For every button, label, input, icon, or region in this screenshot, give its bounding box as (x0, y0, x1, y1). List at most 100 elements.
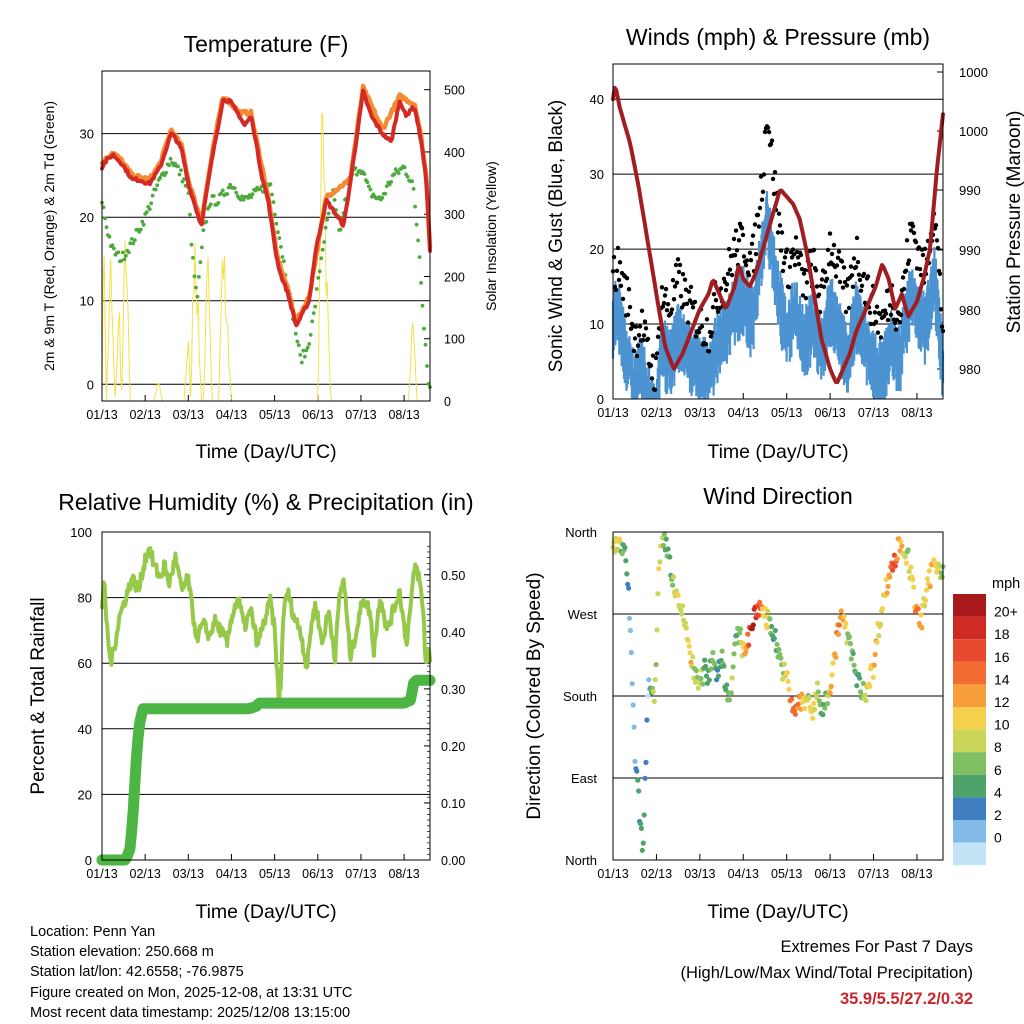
direction-ytick-label: North (565, 525, 597, 540)
gust-point (792, 262, 798, 268)
direction-point (721, 663, 727, 669)
winds-xtick-label: 06/13 (814, 406, 845, 420)
gust-point (752, 222, 758, 227)
gust-point (854, 235, 860, 241)
gust-point (642, 319, 648, 324)
gust-point (878, 335, 884, 340)
gust-point (885, 317, 891, 323)
dewpoint-point (316, 276, 321, 280)
direction-point (695, 685, 701, 691)
extremes-box: Extremes For Past 7 Days (High/Low/Max W… (680, 934, 973, 1012)
gust-point (849, 273, 855, 278)
gust-point (649, 376, 655, 381)
direction-frame (612, 531, 944, 861)
winds-xtick-label: 02/13 (641, 406, 672, 420)
gust-point (670, 278, 676, 283)
gust-point (614, 268, 620, 273)
dewpoint-point (144, 210, 149, 215)
direction-point (919, 625, 925, 631)
direction-point (802, 705, 808, 712)
direction-point (702, 657, 708, 663)
direction-point (764, 625, 770, 631)
gust-point (616, 277, 622, 283)
dewpoint-point (121, 250, 125, 255)
gust-point (903, 268, 909, 273)
temperature-y2tick-label: 400 (444, 146, 465, 160)
dewpoint-point (216, 201, 221, 205)
gust-point (734, 248, 740, 253)
gust-point (755, 212, 761, 218)
direction-point (911, 584, 917, 590)
direction-point (789, 696, 795, 702)
direction-point (824, 701, 831, 707)
dewpoint-point (317, 269, 322, 274)
direction-point (871, 662, 877, 668)
direction-point (700, 681, 706, 687)
direction-xtick-label: 01/13 (597, 867, 628, 881)
temperature-y2tick-label: 300 (444, 208, 465, 222)
gust-point (640, 337, 646, 343)
dewpoint-point (270, 192, 274, 197)
direction-point (820, 712, 826, 718)
legend-label: 0 (994, 830, 1002, 846)
gust-point (637, 324, 643, 329)
temp-2m-line (100, 88, 432, 328)
gust-point (856, 272, 862, 277)
gust-point (732, 253, 738, 258)
direction-point (813, 694, 820, 700)
gust-point (677, 262, 683, 268)
winds-ytick-label: 40 (590, 92, 604, 107)
direction-point (719, 648, 725, 654)
station-elevation: Station elevation: 250.668 m (30, 944, 214, 961)
dewpoint-point (253, 188, 258, 193)
direction-point (624, 571, 630, 577)
direction-point (841, 613, 847, 620)
gust-point (743, 263, 749, 268)
direction-point (706, 677, 712, 683)
winds-y2tick-label: 1000 (959, 65, 988, 80)
gust-point (911, 230, 917, 236)
gust-point (653, 355, 659, 361)
direction-point (814, 680, 821, 686)
dewpoint-point (188, 212, 192, 217)
gust-point (626, 287, 632, 292)
dewpoint-point (155, 183, 160, 188)
gust-point (790, 247, 796, 252)
direction-point (652, 677, 658, 683)
dewpoint-point (301, 348, 306, 353)
gust-point (740, 232, 746, 238)
legend-label: 10 (994, 717, 1010, 733)
humidity-xtick-label: 02/13 (130, 867, 161, 881)
legend-color-box (953, 729, 986, 753)
dewpoint-point (119, 259, 124, 263)
direction-point (708, 666, 714, 672)
gust-point (834, 263, 840, 268)
gust-point (801, 271, 807, 276)
temperature-xtick-label: 08/13 (388, 408, 419, 422)
direction-point (850, 650, 856, 657)
direction-point (846, 634, 853, 640)
direction-point (626, 615, 633, 621)
direction-point (651, 698, 657, 705)
direction-xtick-label: 04/13 (728, 867, 759, 881)
gust-point (883, 311, 889, 316)
direction-point (641, 812, 647, 818)
direction-point (843, 620, 849, 626)
gust-point (729, 272, 735, 278)
gust-point (839, 259, 845, 264)
dewpoint-point (195, 294, 200, 299)
direction-point (908, 564, 914, 570)
temperature-ytick-label: 0 (87, 377, 94, 392)
gust-point (661, 300, 667, 306)
gust-point (746, 273, 752, 278)
humidity-y2tick-label: 0.00 (441, 854, 465, 868)
gust-point (853, 264, 859, 270)
legend-color-box (953, 820, 986, 843)
gust-point (709, 330, 715, 335)
gust-point (672, 284, 678, 289)
dewpoint-point (413, 204, 417, 209)
dewpoint-point (103, 216, 107, 221)
dewpoint-point (107, 234, 112, 239)
gust-point (631, 348, 637, 354)
gust-point (648, 363, 654, 368)
